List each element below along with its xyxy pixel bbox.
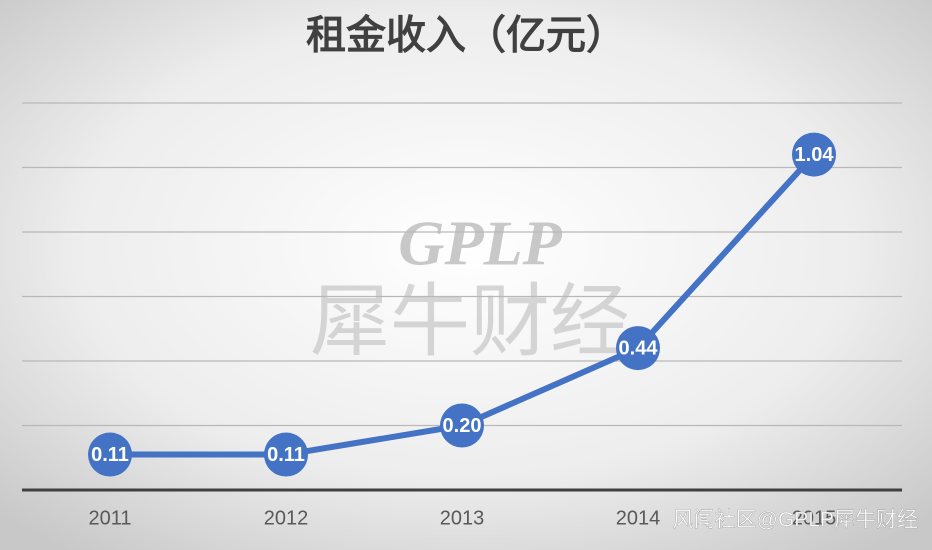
x-tick-label: 2012 — [264, 507, 309, 529]
data-point — [792, 132, 836, 177]
x-tick-label: 2013 — [440, 507, 485, 529]
data-point — [264, 432, 308, 477]
watermark: GPLP — [398, 208, 562, 279]
chart-title: 租金收入（亿元） — [306, 13, 626, 58]
x-tick-label: 2015 — [792, 507, 837, 529]
watermark: 风闻社区@GPLP犀牛财经 — [673, 509, 918, 532]
data-label: 0.20 — [443, 415, 482, 437]
data-label: 1.04 — [795, 144, 835, 166]
x-tick-label: 2011 — [88, 507, 131, 529]
data-label: 0.11 — [267, 444, 305, 466]
data-point — [440, 403, 484, 448]
plot-area: 2011 2012 2013 2014 2015 0.11 0.11 0.20 0.44 1.04 — [22, 102, 902, 529]
data-label: 0.11 — [91, 444, 129, 466]
data-point — [88, 432, 132, 477]
data-point — [616, 326, 660, 371]
watermark: 犀牛财经 — [310, 277, 630, 366]
x-tick-label: 2014 — [616, 507, 661, 529]
data-label: 0.44 — [619, 337, 659, 359]
